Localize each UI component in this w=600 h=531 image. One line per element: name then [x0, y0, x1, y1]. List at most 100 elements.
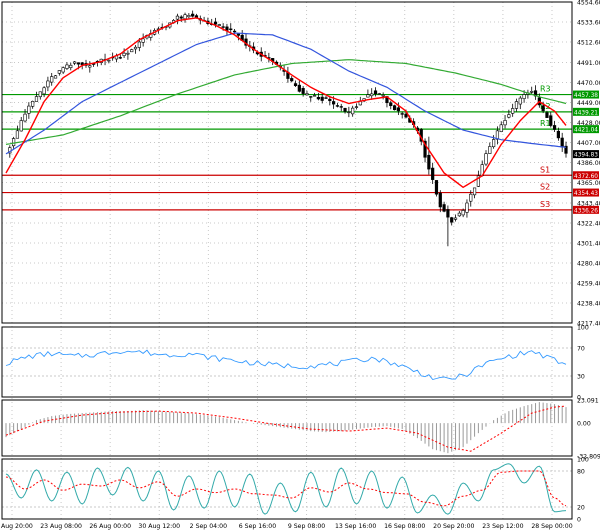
- stoch-y-tick-label: 80: [577, 469, 585, 476]
- indicator-series: [5, 349, 567, 515]
- level-price-tag-text: 4439.21: [574, 110, 598, 116]
- candle-body: [370, 93, 374, 97]
- candle-body: [316, 96, 320, 100]
- stoch-y-tick-label: 100: [577, 457, 589, 464]
- candle-body: [389, 102, 393, 107]
- candle-body: [293, 83, 298, 87]
- candle-body: [57, 70, 61, 74]
- candle-body: [427, 154, 431, 170]
- x-tick-label: 9 Sep 08:00: [288, 523, 325, 530]
- candle-body: [19, 120, 23, 132]
- candle-body: [457, 212, 461, 217]
- price-y-tick-label: 4428.00: [577, 120, 600, 127]
- candle-body: [556, 130, 560, 139]
- candle-body: [499, 124, 503, 133]
- candle-body: [65, 64, 69, 69]
- candle-body: [328, 98, 332, 102]
- price-y-tick-label: 4386.00: [577, 160, 600, 167]
- candle-body: [396, 107, 400, 112]
- macd-signal-line: [5, 405, 567, 452]
- ma-medium-line: [5, 32, 567, 155]
- candle-body: [107, 59, 111, 62]
- candle-body: [530, 91, 534, 93]
- candle-body: [564, 145, 568, 154]
- candle-body: [465, 202, 469, 213]
- candle-body: [472, 187, 477, 196]
- rsi-y-tick-label: 30: [577, 374, 585, 381]
- candle-body: [38, 91, 42, 98]
- candle-body: [88, 65, 92, 68]
- price-y-tick-label: 4343.40: [577, 201, 600, 208]
- panel-frames: [1, 1, 573, 520]
- candle-body: [488, 146, 492, 154]
- candle-body: [366, 94, 370, 98]
- candle-body: [492, 139, 496, 148]
- level-label-r3: R3: [540, 85, 551, 94]
- candle-body: [53, 75, 58, 79]
- price-y-tick-label: 4238.40: [577, 301, 600, 308]
- candle-body: [225, 26, 229, 31]
- level-label-s1: S1: [540, 165, 550, 174]
- candle-body: [343, 107, 347, 112]
- candle-body: [72, 61, 77, 64]
- candle-body: [309, 96, 313, 98]
- candle-body: [191, 13, 195, 17]
- candle-body: [232, 30, 237, 33]
- candle-body: [175, 15, 180, 20]
- price-y-tick-label: 4259.40: [577, 281, 600, 288]
- price-y-tick-label: 4554.60: [577, 0, 600, 7]
- candle-body: [381, 94, 385, 97]
- candle-body: [552, 125, 557, 130]
- candle-body: [312, 95, 317, 97]
- candle-body: [522, 94, 526, 99]
- candle-body: [221, 26, 225, 28]
- candle-body: [42, 87, 46, 95]
- candle-body: [126, 52, 130, 55]
- candle-body: [469, 193, 473, 202]
- candle-body: [400, 113, 404, 115]
- candle-body: [12, 138, 16, 147]
- candle-body: [80, 62, 84, 65]
- price-y-tick-label: 4322.40: [577, 221, 600, 228]
- rsi-panel-frame: [1, 326, 573, 398]
- stoch-y-tick-label: 20: [577, 505, 585, 512]
- candle-body: [339, 106, 343, 108]
- candle-body: [514, 101, 519, 109]
- candle-body: [518, 97, 522, 105]
- candle-body: [141, 38, 145, 43]
- price-y-tick-label: 4470.00: [577, 80, 600, 87]
- level-price-tag: [573, 90, 599, 99]
- candle-body: [431, 167, 435, 180]
- candle-body: [423, 140, 427, 158]
- candle-body: [236, 33, 240, 36]
- candle-body: [545, 112, 549, 118]
- ma-fast-line: [5, 17, 567, 189]
- level-label-s2: S2: [540, 183, 550, 192]
- candle-body: [305, 93, 309, 96]
- candle-body: [290, 78, 294, 82]
- macd-y-tick-label: 0.00: [577, 421, 591, 428]
- rsi-y-tick-label: 0: [577, 395, 581, 402]
- candle-body: [69, 64, 73, 68]
- level-price-tag: [573, 171, 599, 180]
- candle-body: [377, 93, 381, 95]
- candle-body: [320, 96, 324, 101]
- candle-body: [217, 24, 221, 26]
- candle-body: [46, 80, 50, 88]
- stoch-y-tick-label: 0: [577, 517, 581, 524]
- level-price-tag-text: 4457.38: [574, 93, 598, 99]
- candle-body: [351, 107, 355, 115]
- moving-averages: [5, 17, 567, 189]
- candle-body: [332, 101, 336, 105]
- price-y-tick-label: 4512.60: [577, 39, 600, 46]
- candle-body: [446, 209, 450, 218]
- level-price-tag-text: 4421.04: [574, 128, 598, 134]
- candle-body: [442, 204, 446, 212]
- level-price-tag: [573, 205, 599, 214]
- candle-body: [560, 137, 564, 148]
- ma-slow-line: [5, 59, 567, 145]
- level-label-r1: R1: [540, 119, 551, 128]
- x-tick-label: 30 Aug 12:00: [138, 523, 180, 530]
